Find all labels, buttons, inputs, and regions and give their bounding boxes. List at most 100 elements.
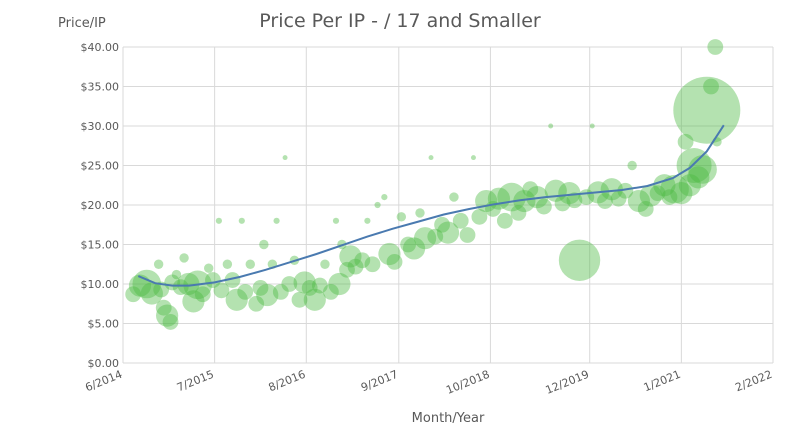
bubble-point xyxy=(332,217,340,224)
bubble-point xyxy=(364,256,381,273)
bubble-point xyxy=(311,277,328,294)
y-axis-ticks: $0.00 $5.00 $10.00 $15.00 $20.00 $25.00 $30.00… xyxy=(81,41,120,370)
bubble-point xyxy=(627,189,651,213)
bubble-point xyxy=(525,186,549,209)
bubble-point xyxy=(224,272,241,288)
x-tick-label: 12/2019 xyxy=(544,368,591,397)
bubble-point xyxy=(660,174,689,204)
bubble-point xyxy=(215,217,222,224)
bubble-point xyxy=(428,155,434,161)
bubble-point xyxy=(155,299,172,316)
bubble-point xyxy=(639,184,662,207)
bubble-point xyxy=(172,279,189,296)
bubble-point xyxy=(661,189,678,206)
bubble-point xyxy=(182,290,205,313)
bubble-point xyxy=(156,304,179,327)
bubble-point xyxy=(354,252,371,269)
bubble-point xyxy=(449,192,459,202)
y-axis-title: Price/IP xyxy=(58,16,106,31)
bubble-point xyxy=(248,295,265,312)
bubble-point xyxy=(273,217,280,224)
bubble-point xyxy=(637,201,654,217)
bubble-point xyxy=(610,190,627,207)
bubble-point xyxy=(471,208,488,225)
bubble-point xyxy=(597,193,613,209)
bubble-point xyxy=(291,291,308,308)
chart-title: Price Per IP - / 17 and Smaller xyxy=(259,10,541,32)
bubble-point xyxy=(558,182,581,205)
bubble-point xyxy=(548,123,554,129)
bubble-point xyxy=(322,284,339,300)
bubble-point xyxy=(415,208,425,218)
bubble-point xyxy=(452,212,469,229)
bubble-point xyxy=(703,78,719,95)
bubble-point xyxy=(427,228,444,245)
y-tick-label: $10.00 xyxy=(81,278,120,291)
bubble-point xyxy=(688,155,717,184)
bubble-point xyxy=(676,148,712,183)
bubble-point xyxy=(237,284,254,300)
bubble-point xyxy=(558,239,601,281)
bubble-point xyxy=(678,174,701,197)
x-axis-title: Month/Year xyxy=(412,411,485,426)
bubble-point xyxy=(459,227,476,243)
bubble-point xyxy=(522,181,539,198)
bubble-point xyxy=(510,205,527,221)
bubble-point xyxy=(677,133,694,150)
bubble-point xyxy=(374,201,381,209)
bubble-point xyxy=(194,286,211,303)
bubble-point xyxy=(339,261,355,278)
y-tick-label: $40.00 xyxy=(81,41,120,54)
bubble-point xyxy=(347,258,364,275)
y-tick-label: $15.00 xyxy=(81,239,120,252)
bubble-point xyxy=(177,272,200,296)
trendline-group xyxy=(137,124,725,287)
bubble-point xyxy=(222,259,233,269)
bubble-point xyxy=(303,288,326,311)
x-tick-label: 7/2015 xyxy=(175,368,216,395)
bubble-point xyxy=(402,237,426,260)
bubble-point xyxy=(153,259,164,269)
x-tick-label: 2/2022 xyxy=(733,368,774,395)
bubble-point xyxy=(259,239,269,250)
bubble-point xyxy=(238,217,245,224)
bubble-point xyxy=(245,259,255,269)
bubble-point xyxy=(179,253,189,263)
bubble-point xyxy=(436,221,460,244)
x-tick-label: 8/2016 xyxy=(267,368,308,395)
bubble-point xyxy=(400,236,417,253)
bubble-point xyxy=(670,182,693,205)
x-tick-label: 1/2021 xyxy=(642,368,683,395)
bubble-point xyxy=(470,155,476,161)
bubble-point xyxy=(125,286,142,303)
bubble-point xyxy=(140,282,163,305)
bubble-point xyxy=(171,269,182,280)
bubble-point xyxy=(281,276,298,292)
bubble-point xyxy=(617,182,634,199)
bubble-point xyxy=(256,283,279,307)
bubble-point xyxy=(204,263,214,273)
y-tick-label: $0.00 xyxy=(88,357,120,370)
bubble-point xyxy=(364,217,371,224)
x-tick-label: 6/2014 xyxy=(83,368,124,395)
bubble-point xyxy=(225,288,248,311)
bubble-point xyxy=(535,198,552,215)
bubble-point xyxy=(554,195,571,212)
bubble-point xyxy=(213,282,230,299)
bubble-point xyxy=(434,216,450,233)
bubble-point xyxy=(566,192,583,209)
x-tick-label: 9/2017 xyxy=(359,368,400,395)
y-tick-label: $30.00 xyxy=(81,120,120,133)
gridlines xyxy=(122,46,774,364)
trendline xyxy=(137,124,725,287)
x-tick-label: 10/2018 xyxy=(444,368,491,397)
y-tick-label: $20.00 xyxy=(81,199,120,212)
bubble-point xyxy=(589,123,595,129)
x-axis-ticks: 6/2014 7/2015 8/2016 9/2017 10/2018 12/2019 1/… xyxy=(83,368,774,397)
bubble-point xyxy=(328,272,351,296)
bubble-point xyxy=(282,155,288,161)
bubble-point xyxy=(293,271,316,294)
y-tick-label: $5.00 xyxy=(88,318,120,331)
bubble-point xyxy=(600,178,623,201)
